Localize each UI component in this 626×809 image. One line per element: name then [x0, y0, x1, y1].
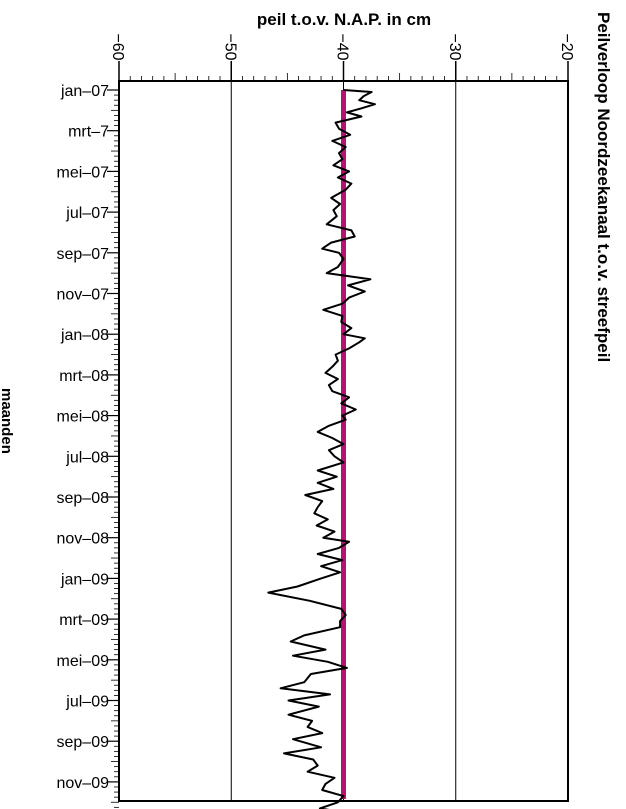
y-axis: jan–07 mrt–7 mei–07 jul–07 sep–07 nov–07 jan–0… — [57, 83, 119, 808]
series-measured-line — [267, 89, 376, 809]
y-tick-label: jul–09 — [65, 694, 109, 711]
y-axis-label: maanden — [0, 388, 15, 454]
y-tick-label: mrt–7 — [68, 124, 109, 141]
y-tick-label: mrt–08 — [59, 368, 109, 385]
chart-title: Peilverloop Noordzeekanaal t.o.v. streef… — [594, 12, 613, 362]
x-tick-label: −60 — [109, 33, 126, 60]
y-tick-label: jul–08 — [65, 449, 109, 466]
y-tick-label: jul–07 — [65, 205, 109, 222]
chart-title-group: Peilverloop Noordzeekanaal t.o.v. streef… — [594, 12, 613, 362]
y-tick-label: mrt–09 — [59, 612, 109, 629]
y-tick-label: mei–09 — [57, 653, 110, 670]
x-tick-label: −20 — [558, 33, 575, 60]
y-tick-label: nov–07 — [57, 287, 110, 304]
y-tick-label: jan–09 — [60, 571, 109, 588]
y-tick-label: mei–08 — [57, 409, 110, 426]
series-layer — [267, 89, 376, 809]
x-axis: −60 −50 −40 −30 −20 — [109, 33, 575, 81]
y-axis-label-group: maanden — [0, 388, 15, 454]
y-tick-label: sep–09 — [57, 734, 110, 751]
y-tick-label: nov–09 — [57, 775, 110, 792]
y-tick-label: nov–08 — [57, 531, 110, 548]
x-axis-label: peil t.o.v. N.A.P. in cm — [257, 10, 431, 29]
x-tick-label: −50 — [221, 33, 238, 60]
y-tick-label: sep–07 — [57, 246, 110, 263]
y-tick-label: mei–07 — [57, 164, 110, 181]
x-tick-label: −30 — [446, 33, 463, 60]
x-tick-label: −40 — [334, 33, 351, 60]
y-tick-label: jan–08 — [60, 327, 109, 344]
y-tick-label: sep–08 — [57, 490, 110, 507]
y-tick-label: jan–07 — [60, 83, 109, 100]
